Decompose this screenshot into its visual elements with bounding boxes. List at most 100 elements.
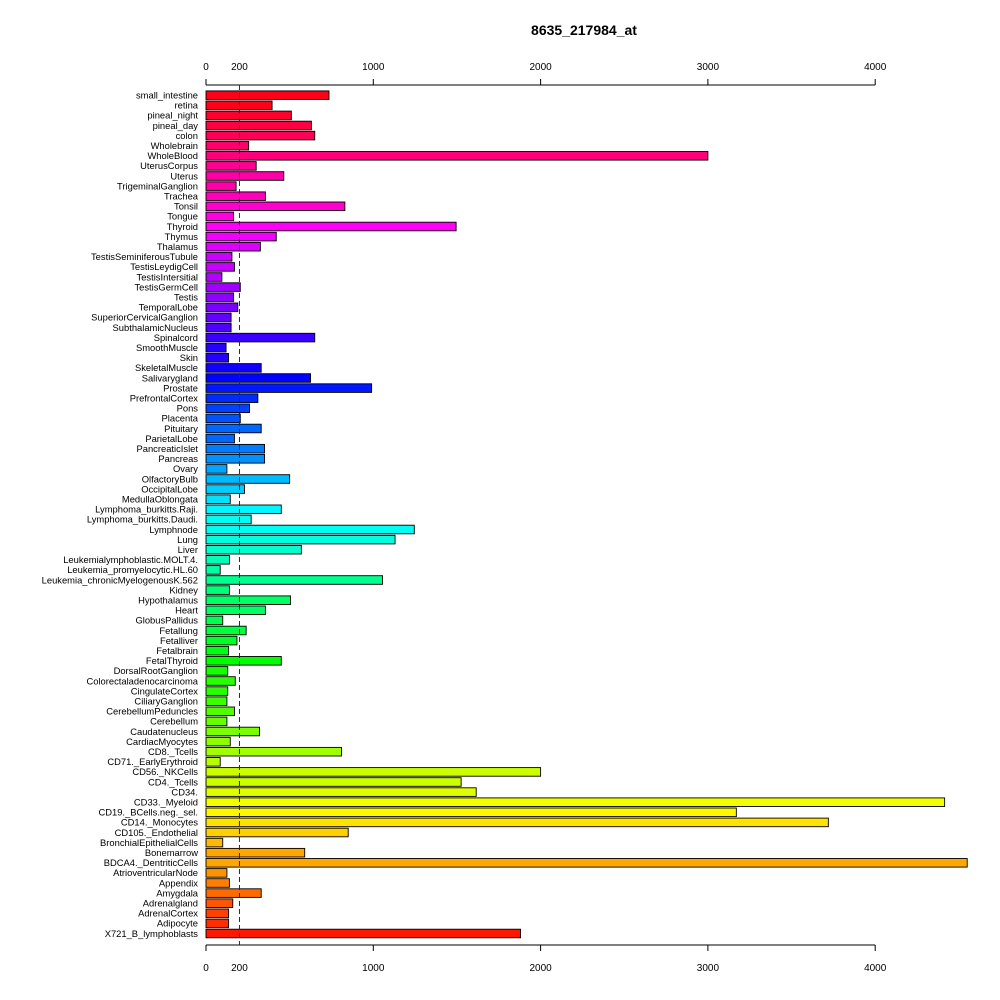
bar [205, 757, 221, 767]
bar [205, 363, 262, 373]
category-label: CD56._NKCells [132, 766, 198, 777]
bar [205, 817, 829, 828]
category-label: Leukemia_promyelocytic.HL.60 [67, 564, 198, 575]
category-label: Lymphnode [149, 524, 198, 535]
bar [205, 888, 262, 898]
category-label: Thalamus [157, 241, 198, 252]
category-label: SmoothMuscle [136, 342, 198, 353]
top-axis-tick-label: 0 [203, 62, 209, 73]
bar [205, 807, 737, 818]
category-label: Leukemia_chronicMyelogenousK.562 [42, 574, 198, 585]
bottom-axis-tick-label: 0 [203, 963, 209, 974]
bar [205, 342, 227, 353]
bar [205, 827, 349, 838]
bar [205, 504, 282, 515]
category-label: CD71._EarlyErythroid [107, 756, 198, 767]
category-label: ParietalLobe [145, 433, 198, 444]
bar [205, 90, 330, 100]
bar [205, 130, 316, 141]
bar [205, 544, 302, 555]
bar [205, 666, 229, 676]
category-label: Pons [177, 403, 199, 414]
top-axis-tick-label: 3000 [697, 62, 720, 73]
bar [205, 140, 250, 151]
category-label: Caudatenucleus [130, 726, 198, 737]
bar [205, 514, 252, 525]
category-labels: small_intestineretinapineal_nightpineal_… [42, 90, 199, 939]
category-label: Bonemarrow [145, 847, 198, 858]
bar [205, 777, 462, 787]
category-label: Spinalcord [154, 332, 198, 343]
bar [205, 878, 230, 888]
category-label: Salivarygland [142, 372, 198, 383]
category-label: TestisSeminiferousTubule [91, 251, 198, 262]
bar [205, 272, 223, 282]
category-label: X721_B_lymphoblasts [105, 928, 199, 939]
category-label: CD4._Tcells [148, 776, 198, 787]
category-label: Skin [180, 352, 198, 363]
category-label: Prostate [163, 382, 198, 393]
category-label: Fetalliver [160, 635, 198, 646]
category-label: CD105._Endothelial [115, 827, 198, 838]
category-label: Testis [174, 292, 198, 303]
bar [205, 484, 245, 494]
category-label: Placenta [162, 413, 199, 424]
category-label: Hypothalamus [138, 595, 198, 606]
category-label: CiliaryGanglion [134, 696, 198, 707]
category-label: Pancreas [158, 453, 198, 464]
bar [205, 393, 259, 403]
category-label: SkeletalMuscle [135, 362, 198, 373]
bar [205, 292, 235, 302]
bar [205, 191, 266, 201]
category-label: FetalThyroid [146, 655, 198, 666]
bar [205, 241, 261, 252]
category-label: Adipocyte [157, 918, 198, 929]
category-label: Colorectaladenocarcinoma [86, 675, 198, 686]
bottom-axis-tick-label: 3000 [697, 963, 720, 974]
category-label: GlobusPallidus [135, 615, 198, 626]
category-label: pineal_day [153, 120, 199, 131]
category-label: SubthalamicNucleus [113, 322, 199, 333]
bar [205, 797, 946, 807]
category-label: CerebellumPeduncles [106, 706, 198, 717]
bar [205, 161, 257, 171]
top-reference-tick-label: 200 [231, 62, 248, 73]
category-label: Pituitary [164, 423, 198, 434]
category-label: AtrioventricularNode [113, 867, 198, 878]
bar [205, 585, 230, 595]
bar [205, 201, 346, 212]
bar [205, 928, 521, 939]
bar [205, 696, 228, 706]
category-label: PancreaticIslet [137, 443, 199, 454]
bar [205, 262, 235, 272]
bar [205, 312, 232, 323]
category-label: Wholebrain [151, 140, 198, 151]
category-label: Thyroid [167, 221, 198, 232]
bar [205, 454, 266, 464]
category-label: CD33._Myeloid [134, 797, 198, 808]
category-label: CardiacMyocytes [126, 736, 198, 747]
category-label: OlfactoryBulb [142, 473, 198, 484]
top-axis-tick-label: 4000 [864, 62, 887, 73]
bar [205, 716, 228, 727]
category-label: CD14._Monocytes [121, 817, 198, 828]
bar [205, 858, 968, 868]
top-axis-tick-label: 1000 [362, 62, 385, 73]
category-label: Lymphoma_burkitts.Daudi. [87, 514, 198, 525]
bar [205, 635, 238, 646]
bar [205, 443, 266, 454]
bar [205, 847, 306, 858]
bar [205, 464, 228, 474]
category-label: Trachea [164, 191, 199, 202]
category-label: pineal_night [147, 110, 198, 121]
bar [205, 383, 373, 393]
bar [205, 474, 291, 484]
bar [205, 252, 233, 262]
bar [205, 373, 312, 383]
bar [205, 736, 231, 747]
category-label: Cerebellum [150, 716, 198, 727]
bar [205, 110, 292, 121]
category-label: OccipitalLobe [141, 483, 198, 494]
category-label: Leukemialymphoblastic.MOLT.4. [63, 554, 198, 565]
